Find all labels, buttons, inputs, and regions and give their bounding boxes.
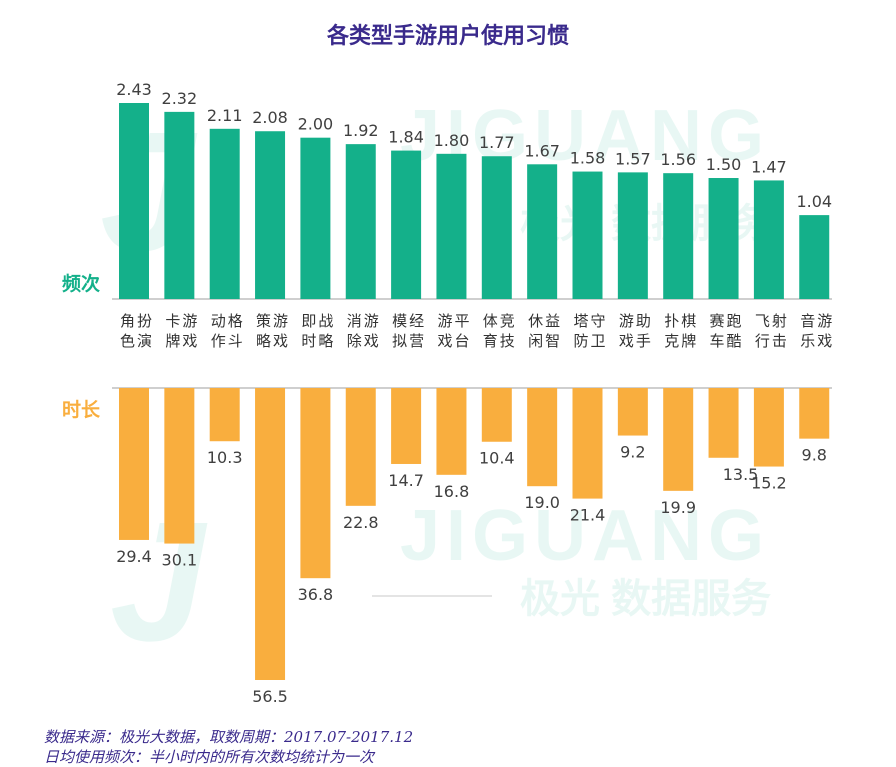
category-label: 策略游戏 — [256, 312, 288, 350]
frequency-value-label: 2.08 — [252, 108, 288, 127]
duration-value-label: 10.4 — [479, 449, 515, 468]
frequency-bar — [481, 156, 512, 299]
duration-value-label: 19.9 — [660, 498, 696, 517]
category-label: 赛车跑酷 — [710, 312, 742, 350]
duration-bar — [481, 388, 512, 442]
duration-bar — [753, 388, 784, 467]
frequency-value-label: 1.50 — [706, 155, 742, 174]
frequency-value-label: 1.67 — [524, 141, 560, 160]
category-label: 音乐游戏 — [800, 312, 832, 350]
duration-bar — [572, 388, 603, 499]
duration-bar — [164, 388, 195, 544]
duration-value-label: 13.5 — [723, 465, 759, 484]
category-label: 模拟经营 — [392, 312, 424, 350]
frequency-bar — [436, 153, 467, 299]
frequency-bar — [164, 111, 195, 299]
frequency-value-label: 1.47 — [751, 157, 787, 176]
duration-bar — [255, 388, 286, 680]
frequency-bar — [255, 131, 286, 299]
frequency-value-label: 1.92 — [343, 121, 379, 140]
frequency-bar — [663, 173, 694, 299]
frequency-bar — [617, 172, 648, 299]
duration-value-label: 9.8 — [802, 446, 827, 465]
duration-value-label: 9.2 — [620, 443, 645, 462]
duration-value-label: 36.8 — [298, 585, 334, 604]
duration-bar — [436, 388, 467, 475]
duration-bar — [663, 388, 694, 491]
category-label: 体育竞技 — [483, 312, 515, 350]
category-label: 角色扮演 — [120, 312, 152, 350]
category-label: 卡牌游戏 — [165, 312, 197, 350]
frequency-value-label: 1.84 — [388, 128, 424, 147]
duration-bar — [708, 388, 739, 458]
frequency-value-label: 1.80 — [434, 131, 470, 150]
series-label-duration: 时长 — [62, 399, 101, 421]
category-label: 游戏助手 — [619, 312, 651, 350]
duration-value-label: 56.5 — [252, 687, 288, 706]
duration-bar — [300, 388, 331, 579]
frequency-bar — [300, 137, 331, 299]
frequency-value-label: 2.43 — [116, 80, 152, 99]
frequency-value-label: 2.11 — [207, 106, 243, 125]
duration-value-label: 16.8 — [434, 482, 470, 501]
duration-value-label: 22.8 — [343, 513, 379, 532]
category-label: 飞行射击 — [755, 312, 787, 350]
frequency-value-label: 1.77 — [479, 133, 515, 152]
category-label: 消除游戏 — [347, 312, 379, 350]
category-label: 塔防守卫 — [574, 312, 606, 350]
frequency-value-label: 2.00 — [298, 115, 334, 134]
duration-bar — [119, 388, 149, 540]
frequency-value-label: 2.32 — [162, 89, 198, 108]
frequency-bar — [527, 164, 558, 299]
category-label: 休闲益智 — [528, 312, 560, 350]
frequency-bar — [753, 180, 784, 299]
duration-value-label: 19.0 — [524, 493, 560, 512]
duration-bar — [799, 388, 830, 439]
duration-bars: 29.4 30.1 10.3 56.5 36.8 22.8 14.7 16.8 10.4 19.0… — [116, 388, 830, 706]
frequency-bar — [799, 215, 830, 299]
chart-title: 各类型手游用户使用习惯 — [326, 24, 569, 49]
series-label-frequency: 频次 — [62, 272, 100, 295]
watermark-caption-bottom: 极光 数据服务 — [520, 577, 771, 621]
frequency-value-label: 1.56 — [660, 150, 696, 169]
category-label: 动作格斗 — [211, 312, 243, 350]
frequency-bar — [119, 103, 149, 299]
frequency-bar — [209, 128, 240, 299]
duration-value-label: 14.7 — [388, 471, 424, 490]
frequency-bar — [708, 178, 739, 299]
frequency-value-label: 1.04 — [796, 192, 832, 211]
duration-value-label: 30.1 — [162, 551, 198, 570]
duration-bar — [345, 388, 376, 506]
footnote-note: 日均使用频次：半小时内的所有次数均统计为一次 — [44, 748, 375, 766]
frequency-bars: 2.43 2.32 2.11 2.08 2.00 1.92 1.84 1.80 1.77 1.67… — [116, 80, 832, 299]
duration-bar — [617, 388, 648, 436]
duration-value-label: 29.4 — [116, 547, 152, 566]
frequency-value-label: 1.57 — [615, 149, 651, 168]
footnote-source: 数据来源：极光大数据，取数周期：2017.07-2017.12 — [44, 728, 414, 746]
frequency-bar — [572, 171, 603, 299]
frequency-bar — [345, 144, 376, 299]
category-label: 即时战略 — [301, 312, 333, 350]
duration-value-label: 15.2 — [751, 474, 787, 493]
frequency-bar — [391, 150, 422, 299]
duration-bar — [209, 388, 240, 442]
duration-value-label: 21.4 — [570, 506, 606, 525]
category-labels: 角色扮演卡牌游戏动作格斗策略游戏即时战略消除游戏模拟经营游戏平台体育竞技休闲益智… — [120, 312, 832, 350]
category-label: 扑克棋牌 — [664, 312, 696, 350]
watermark-word-bottom: JIGUANG — [400, 496, 770, 576]
duration-value-label: 10.3 — [207, 448, 243, 467]
duration-bar — [391, 388, 422, 464]
category-label: 游戏平台 — [437, 312, 469, 350]
frequency-value-label: 1.58 — [570, 149, 606, 168]
duration-bar — [527, 388, 558, 487]
